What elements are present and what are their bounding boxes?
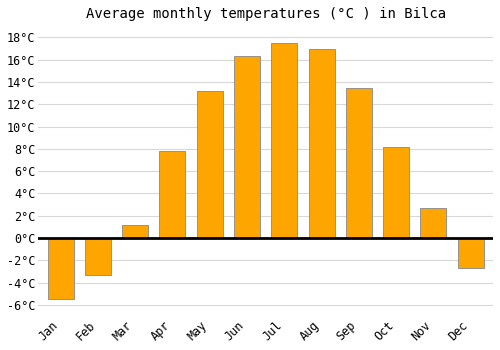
Bar xyxy=(346,88,372,238)
Bar xyxy=(122,225,148,238)
Bar xyxy=(85,238,111,275)
Bar xyxy=(420,208,446,238)
Bar xyxy=(308,49,334,238)
Bar xyxy=(383,147,409,238)
Title: Average monthly temperatures (°C ) in Bilca: Average monthly temperatures (°C ) in Bi… xyxy=(86,7,446,21)
Bar xyxy=(458,238,483,268)
Bar xyxy=(48,238,74,299)
Bar xyxy=(160,151,186,238)
Bar xyxy=(196,91,223,238)
Bar xyxy=(234,56,260,238)
Bar xyxy=(271,43,297,238)
